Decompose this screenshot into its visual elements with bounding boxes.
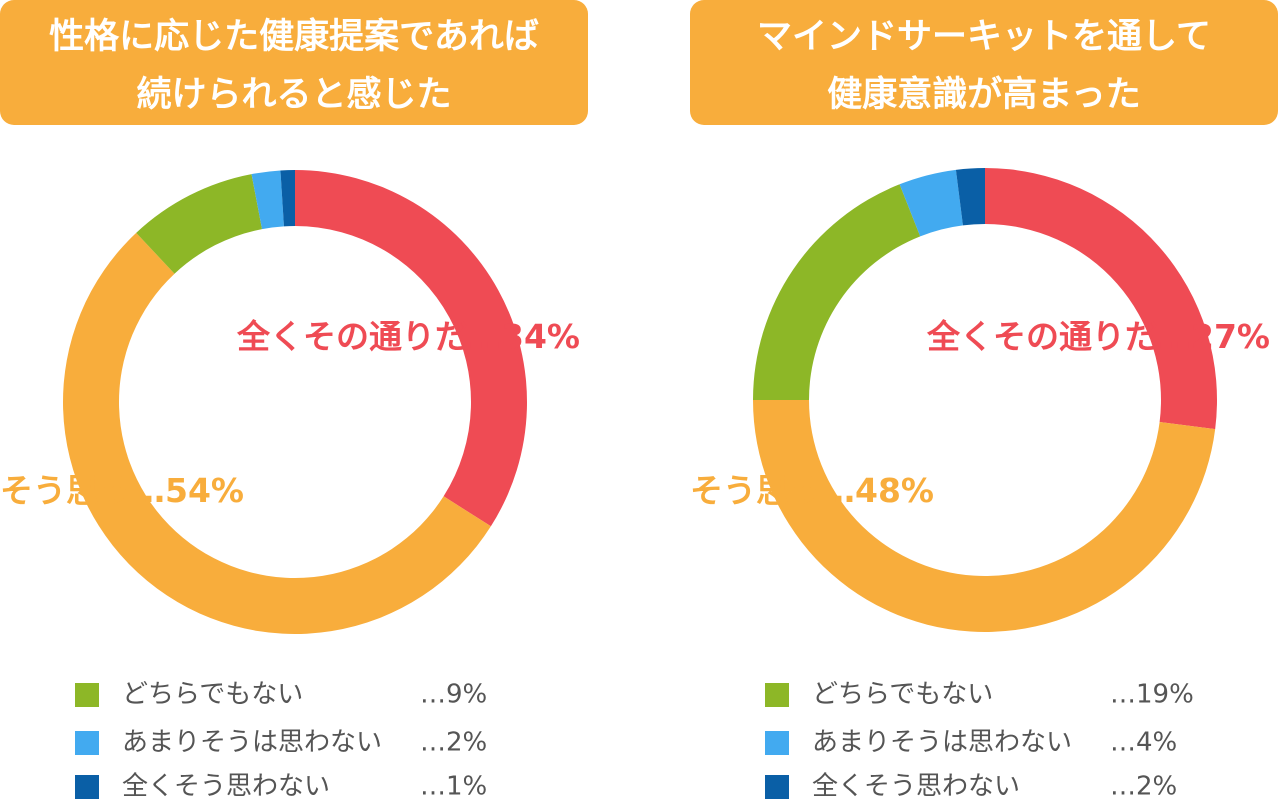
donut-slice bbox=[251, 170, 284, 230]
donut-slice bbox=[753, 184, 921, 400]
donut-slice bbox=[955, 168, 985, 226]
legend-label: あまりそうは思わない bbox=[812, 728, 1072, 758]
legend-swatch bbox=[765, 683, 789, 707]
legend-value: …1% bbox=[420, 772, 487, 800]
chart-title: 続けられると感じた bbox=[136, 75, 451, 115]
legend-swatch bbox=[75, 683, 99, 707]
legend-label: あまりそうは思わない bbox=[122, 728, 382, 758]
legend-value: …9% bbox=[420, 680, 487, 710]
legend-label: 全くそう思わない bbox=[812, 772, 1020, 800]
donut-slice bbox=[753, 400, 1216, 633]
legend-swatch bbox=[75, 731, 99, 755]
chart-title: 性格に応じた健康提案であれば bbox=[49, 16, 539, 57]
slice-label: そう思う…54% bbox=[0, 471, 244, 510]
legend-swatch bbox=[765, 775, 789, 799]
legend-swatch bbox=[765, 731, 789, 755]
legend-label: どちらでもない bbox=[122, 680, 303, 710]
donut-slice bbox=[62, 232, 491, 635]
value-label: …34% bbox=[468, 317, 580, 356]
chart-title: 健康意識が高まった bbox=[827, 74, 1141, 115]
legend-label: どちらでもない bbox=[812, 680, 993, 710]
donut-slice bbox=[136, 174, 263, 274]
slice-label: そう思う…48% bbox=[690, 471, 934, 510]
title-box bbox=[0, 0, 588, 125]
legend-label: 全くそう思わない bbox=[122, 772, 330, 800]
legend-swatch bbox=[75, 775, 99, 799]
value-label: …48% bbox=[822, 471, 934, 510]
category-label: そう思う bbox=[0, 471, 132, 510]
title-box bbox=[690, 0, 1278, 125]
category-label: そう思う bbox=[690, 471, 822, 510]
donut-slice bbox=[985, 168, 1217, 430]
donut-slice bbox=[899, 169, 963, 237]
legend-value: …19% bbox=[1110, 680, 1194, 710]
category-label: 全くその通りだ bbox=[926, 317, 1158, 356]
legend-value: …2% bbox=[1110, 772, 1177, 800]
donut-slice bbox=[295, 170, 527, 527]
category-label: 全くその通りだ bbox=[236, 317, 468, 356]
value-label: …27% bbox=[1158, 317, 1270, 356]
value-label: …54% bbox=[132, 471, 244, 510]
slice-label: 全くその通りだ…27% bbox=[926, 317, 1270, 356]
chart-title: マインドサーキットを通して bbox=[757, 17, 1211, 57]
donut-slice bbox=[280, 170, 295, 227]
legend-value: …4% bbox=[1110, 728, 1177, 758]
legend-value: …2% bbox=[420, 728, 487, 758]
slice-label: 全くその通りだ…34% bbox=[236, 317, 580, 356]
